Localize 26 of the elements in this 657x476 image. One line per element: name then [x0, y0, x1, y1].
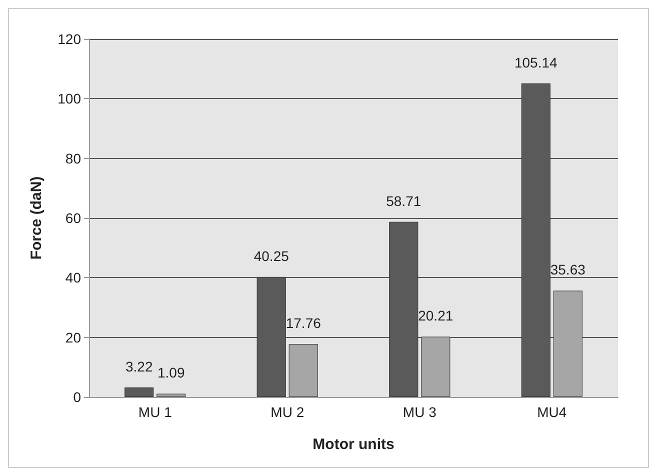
y-tick-label: 40	[65, 270, 82, 286]
x-tick-label: MU 2	[270, 404, 304, 420]
y-tick-label: 0	[73, 389, 82, 405]
x-tick-label: MU 3	[402, 404, 437, 420]
bar	[288, 344, 318, 397]
data-label: 35.63	[550, 262, 586, 278]
data-label: 40.25	[254, 248, 290, 264]
y-tick-label: 100	[58, 90, 82, 107]
bar	[156, 394, 186, 397]
bar	[124, 387, 154, 397]
data-label: 20.21	[418, 308, 454, 324]
bar	[553, 290, 582, 397]
x-tick-label: MU 1	[138, 404, 172, 420]
y-tick-label: 80	[65, 150, 82, 166]
data-label: 58.71	[386, 192, 422, 209]
y-tick-label: 120	[58, 31, 82, 47]
data-label: 3.22	[126, 358, 153, 374]
y-tick-label: 60	[65, 210, 82, 226]
y-axis-title: Force (daN)	[28, 176, 45, 260]
y-tick-label: 20	[65, 329, 82, 346]
x-axis-title: Motor units	[312, 436, 394, 453]
bar	[421, 336, 450, 397]
data-label: 17.76	[286, 315, 322, 332]
x-tick-label: MU4	[537, 404, 567, 420]
data-label: 105.14	[514, 54, 558, 70]
data-label: 1.09	[158, 364, 185, 381]
